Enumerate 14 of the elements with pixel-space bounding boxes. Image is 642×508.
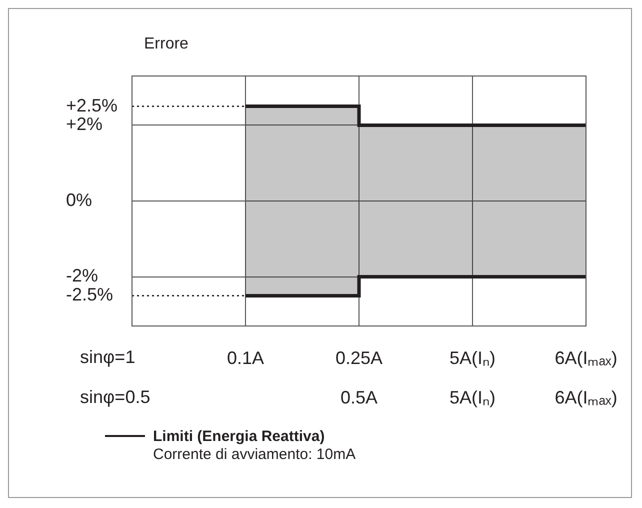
y-tick-label: 0% — [66, 190, 92, 210]
text: sinφ=0.5 — [80, 386, 150, 407]
text: sinφ=1 — [80, 346, 136, 367]
x-tick-label: 0.25A 0.5A — [335, 348, 383, 408]
legend-label: Limiti (Energia Reattiva) — [153, 428, 325, 444]
x-tick-label: 6A(Iₘₐₓ) 6A(Iₘₐₓ) — [554, 348, 618, 408]
y-axis-title: Errore — [144, 35, 189, 52]
x-tick-label: 5A(Iₙ) 5A(Iₙ) — [449, 348, 496, 408]
y-tick-label: -2.5% — [66, 284, 114, 305]
x-tick-label: 0.1A — [226, 348, 264, 368]
y-tick-label: -2% — [66, 266, 98, 286]
text: Corrente di avviamento: 10mA — [153, 446, 356, 463]
y-tick-label: +2% — [66, 114, 103, 134]
y-tick-label: +2.5% — [66, 95, 118, 116]
